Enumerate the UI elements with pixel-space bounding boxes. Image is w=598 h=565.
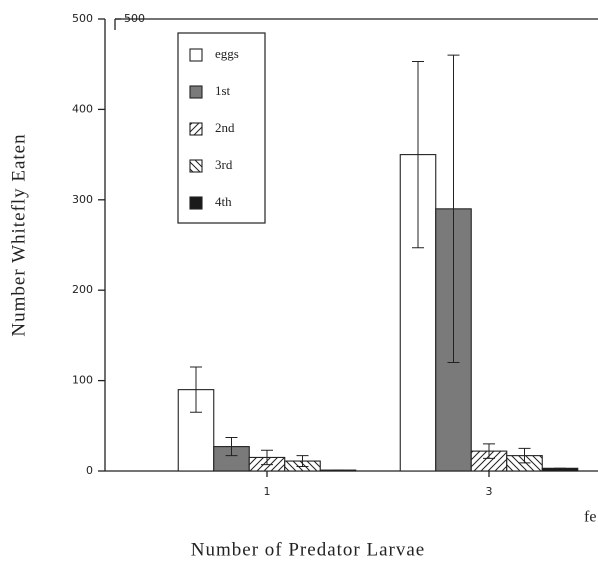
legend-swatch (189, 159, 203, 173)
x-tick-label: 1 (264, 485, 271, 498)
error-bar (483, 443, 495, 459)
x-axis-label: Number of Predator Larvae (191, 539, 425, 560)
x-tick-label: 3 (486, 485, 493, 498)
error-bar (447, 54, 460, 364)
legend-swatch (189, 196, 203, 210)
legend-label: 3rd (215, 157, 233, 172)
legend-label: 1st (215, 83, 231, 98)
error-bar (518, 447, 531, 464)
y2-tick-label: 500 (124, 12, 145, 25)
y-tick-label: 400 (72, 102, 93, 115)
error-bar (190, 366, 202, 413)
legend-swatch (189, 85, 203, 99)
y-axis-label: Number Whitefly Eaten (8, 133, 29, 336)
y-tick-label: 500 (72, 12, 93, 25)
legend-label: eggs (215, 46, 239, 61)
legend-label: 2nd (215, 120, 235, 135)
error-bar (225, 437, 238, 457)
y-tick-label: 0 (86, 464, 93, 477)
legend-swatch (189, 48, 203, 62)
legend-label: 4th (215, 194, 232, 209)
error-bar (412, 60, 424, 249)
annotation: fe (584, 509, 596, 526)
error-bar (296, 455, 309, 467)
y-tick-label: 300 (72, 193, 93, 206)
error-bar (261, 449, 273, 466)
legend-box (177, 32, 266, 224)
y-tick-label: 200 (72, 283, 93, 296)
legend-swatch (189, 122, 203, 136)
y-tick-label: 100 (72, 374, 93, 387)
